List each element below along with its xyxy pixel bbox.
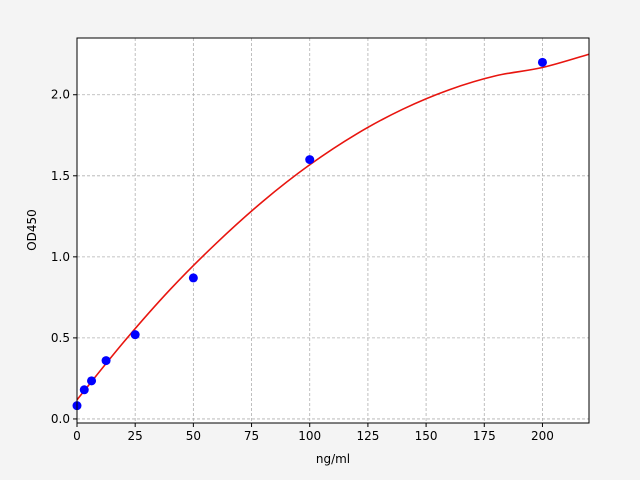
fit-curve-layer — [76, 53, 590, 401]
x-tick-label: 0 — [73, 429, 81, 443]
x-tick-label: 25 — [128, 429, 143, 443]
x-tick-label: 50 — [186, 429, 201, 443]
x-axis-label: ng/ml — [316, 452, 350, 466]
y-tick-label: 0.5 — [51, 331, 70, 345]
x-axis-ticks: 0 25 50 75 100 125 150 175 200 — [73, 423, 554, 443]
y-tick-label: 1.0 — [51, 250, 70, 264]
x-tick-label: 175 — [473, 429, 496, 443]
data-point — [305, 155, 315, 165]
y-axis-ticks: 0.0 0.5 1.0 1.5 2.0 — [51, 88, 77, 426]
x-tick-label: 100 — [298, 429, 321, 443]
data-point — [537, 57, 547, 67]
y-tick-label: 2.0 — [51, 88, 70, 102]
plot-area — [77, 38, 589, 423]
data-point — [101, 356, 111, 366]
x-tick-label: 150 — [415, 429, 438, 443]
data-point — [79, 385, 89, 395]
plot-frame — [76, 37, 590, 424]
data-point — [188, 273, 198, 283]
data-point — [87, 376, 97, 386]
y-axis-label: OD450 — [25, 209, 39, 251]
x-tick-label: 75 — [244, 429, 259, 443]
grid — [76, 38, 589, 423]
fit-curve — [76, 53, 590, 401]
y-tick-label: 0.0 — [51, 412, 70, 426]
points-layer — [72, 57, 547, 411]
data-point — [130, 330, 140, 340]
y-tick-label: 1.5 — [51, 169, 70, 183]
x-tick-label: 200 — [531, 429, 554, 443]
x-tick-label: 125 — [356, 429, 379, 443]
